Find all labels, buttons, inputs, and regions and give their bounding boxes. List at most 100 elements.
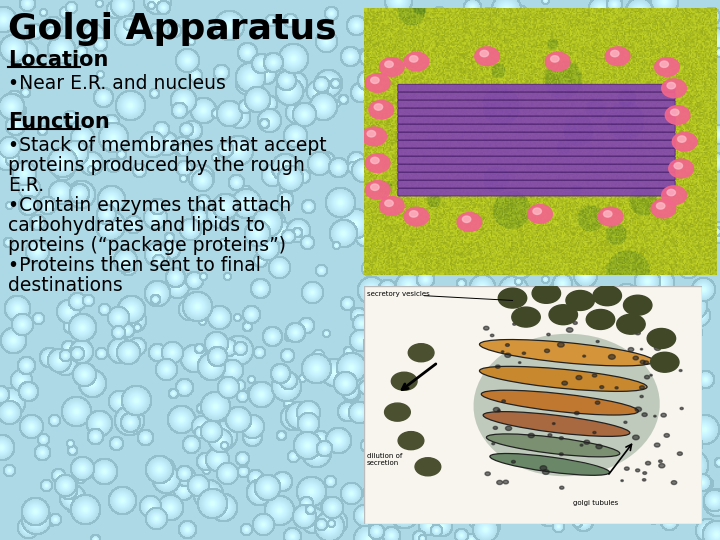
- Ellipse shape: [480, 366, 647, 391]
- FancyBboxPatch shape: [398, 165, 675, 172]
- Ellipse shape: [480, 340, 654, 366]
- Circle shape: [410, 211, 418, 217]
- Circle shape: [596, 444, 602, 449]
- Circle shape: [678, 136, 686, 142]
- Circle shape: [642, 413, 647, 416]
- FancyBboxPatch shape: [398, 124, 675, 132]
- Circle shape: [674, 163, 683, 169]
- Circle shape: [562, 381, 567, 385]
- Circle shape: [371, 184, 379, 191]
- FancyBboxPatch shape: [398, 188, 675, 196]
- Circle shape: [415, 458, 441, 476]
- Ellipse shape: [511, 369, 629, 383]
- Ellipse shape: [513, 343, 634, 358]
- Circle shape: [624, 421, 627, 423]
- Circle shape: [651, 352, 679, 372]
- Circle shape: [549, 305, 577, 325]
- Circle shape: [495, 365, 500, 368]
- Circle shape: [545, 52, 570, 71]
- Circle shape: [646, 461, 651, 465]
- Circle shape: [644, 361, 649, 365]
- Circle shape: [678, 452, 683, 455]
- Circle shape: [659, 460, 662, 463]
- Circle shape: [551, 56, 559, 62]
- Circle shape: [493, 427, 498, 429]
- FancyBboxPatch shape: [398, 92, 675, 100]
- Circle shape: [639, 386, 644, 389]
- FancyBboxPatch shape: [398, 157, 675, 164]
- Text: carbohydrates and lipids to: carbohydrates and lipids to: [8, 216, 265, 235]
- Circle shape: [593, 374, 597, 377]
- FancyBboxPatch shape: [398, 140, 675, 148]
- FancyBboxPatch shape: [398, 116, 675, 124]
- Text: E.R.: E.R.: [8, 176, 44, 195]
- Circle shape: [664, 434, 670, 437]
- Ellipse shape: [515, 455, 598, 469]
- Text: •Stack of membranes that accept: •Stack of membranes that accept: [8, 136, 327, 155]
- Text: dilution of
secretion: dilution of secretion: [367, 453, 402, 465]
- Circle shape: [502, 400, 505, 402]
- Circle shape: [621, 480, 624, 482]
- Circle shape: [532, 284, 561, 303]
- Circle shape: [462, 216, 471, 222]
- Ellipse shape: [512, 414, 615, 429]
- Circle shape: [557, 342, 564, 347]
- Circle shape: [404, 52, 429, 71]
- Circle shape: [546, 333, 550, 336]
- FancyBboxPatch shape: [398, 172, 675, 180]
- Circle shape: [522, 352, 526, 354]
- Circle shape: [503, 480, 508, 484]
- Circle shape: [635, 332, 640, 335]
- Circle shape: [640, 348, 642, 350]
- Circle shape: [600, 386, 604, 388]
- FancyBboxPatch shape: [398, 148, 675, 156]
- Circle shape: [474, 47, 500, 65]
- Circle shape: [573, 321, 577, 325]
- Circle shape: [505, 353, 510, 357]
- Circle shape: [636, 469, 640, 472]
- Text: •Proteins then sent to final: •Proteins then sent to final: [8, 256, 261, 275]
- Circle shape: [540, 465, 546, 470]
- Circle shape: [493, 408, 500, 412]
- Circle shape: [593, 286, 621, 306]
- Circle shape: [384, 200, 393, 206]
- Circle shape: [665, 106, 690, 124]
- FancyBboxPatch shape: [398, 132, 675, 140]
- Circle shape: [628, 348, 634, 352]
- Circle shape: [595, 401, 600, 404]
- Circle shape: [659, 463, 665, 468]
- Text: Location: Location: [8, 50, 109, 70]
- Text: secretory vesicles: secretory vesicles: [367, 291, 430, 297]
- Circle shape: [379, 58, 404, 76]
- Circle shape: [586, 309, 615, 329]
- Circle shape: [567, 328, 573, 332]
- Ellipse shape: [490, 454, 610, 475]
- Circle shape: [584, 440, 590, 444]
- Circle shape: [398, 431, 424, 450]
- Circle shape: [662, 186, 686, 205]
- Circle shape: [660, 61, 668, 68]
- Circle shape: [367, 131, 376, 137]
- FancyBboxPatch shape: [398, 180, 675, 188]
- Circle shape: [603, 211, 612, 217]
- Circle shape: [624, 467, 629, 470]
- Circle shape: [667, 83, 675, 89]
- Circle shape: [498, 410, 500, 412]
- Text: •Contain enzymes that attach: •Contain enzymes that attach: [8, 196, 292, 215]
- Circle shape: [650, 374, 652, 376]
- Circle shape: [669, 159, 693, 178]
- Text: Golgi Apparatus: Golgi Apparatus: [8, 12, 337, 46]
- Circle shape: [559, 453, 563, 456]
- Text: destinations: destinations: [8, 276, 122, 295]
- Circle shape: [633, 356, 639, 360]
- Circle shape: [528, 433, 534, 438]
- Circle shape: [640, 360, 645, 364]
- Ellipse shape: [513, 436, 606, 450]
- Circle shape: [617, 314, 645, 334]
- Circle shape: [652, 333, 657, 336]
- Circle shape: [624, 295, 652, 315]
- Circle shape: [513, 323, 516, 325]
- Circle shape: [544, 349, 549, 353]
- Circle shape: [484, 326, 489, 330]
- Circle shape: [643, 472, 647, 475]
